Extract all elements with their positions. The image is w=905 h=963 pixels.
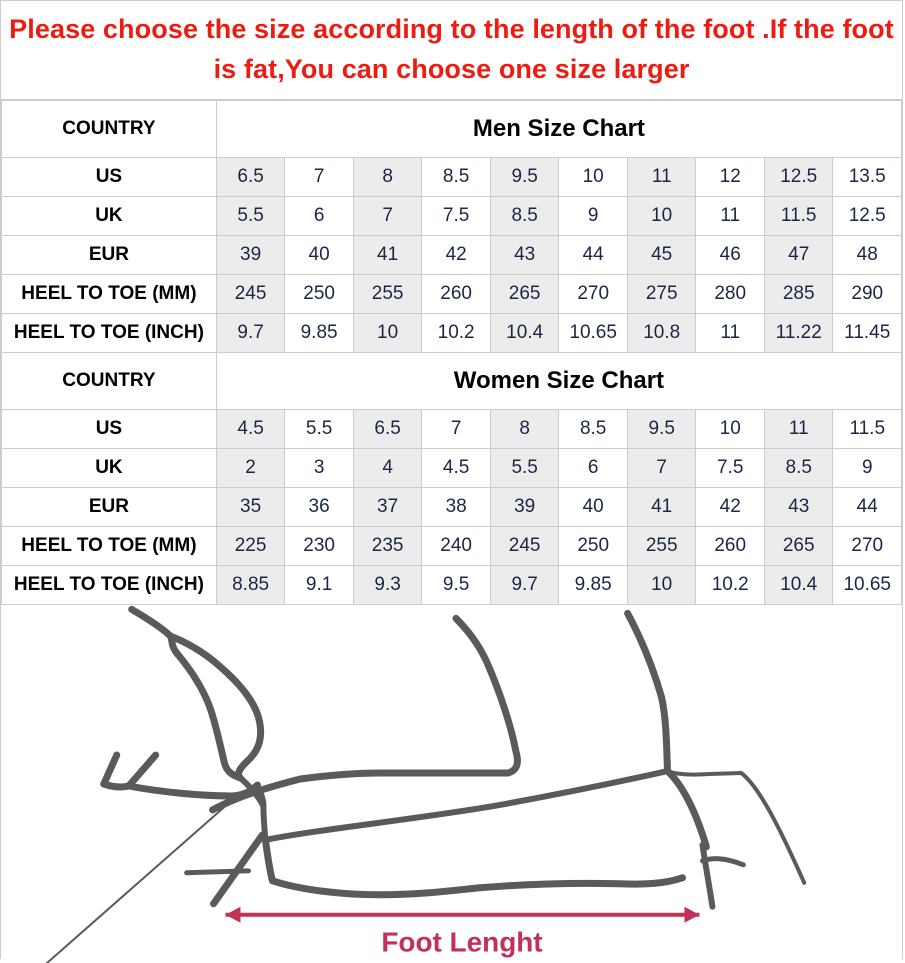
svg-text:Foot Lenght: Foot Lenght	[381, 927, 542, 958]
